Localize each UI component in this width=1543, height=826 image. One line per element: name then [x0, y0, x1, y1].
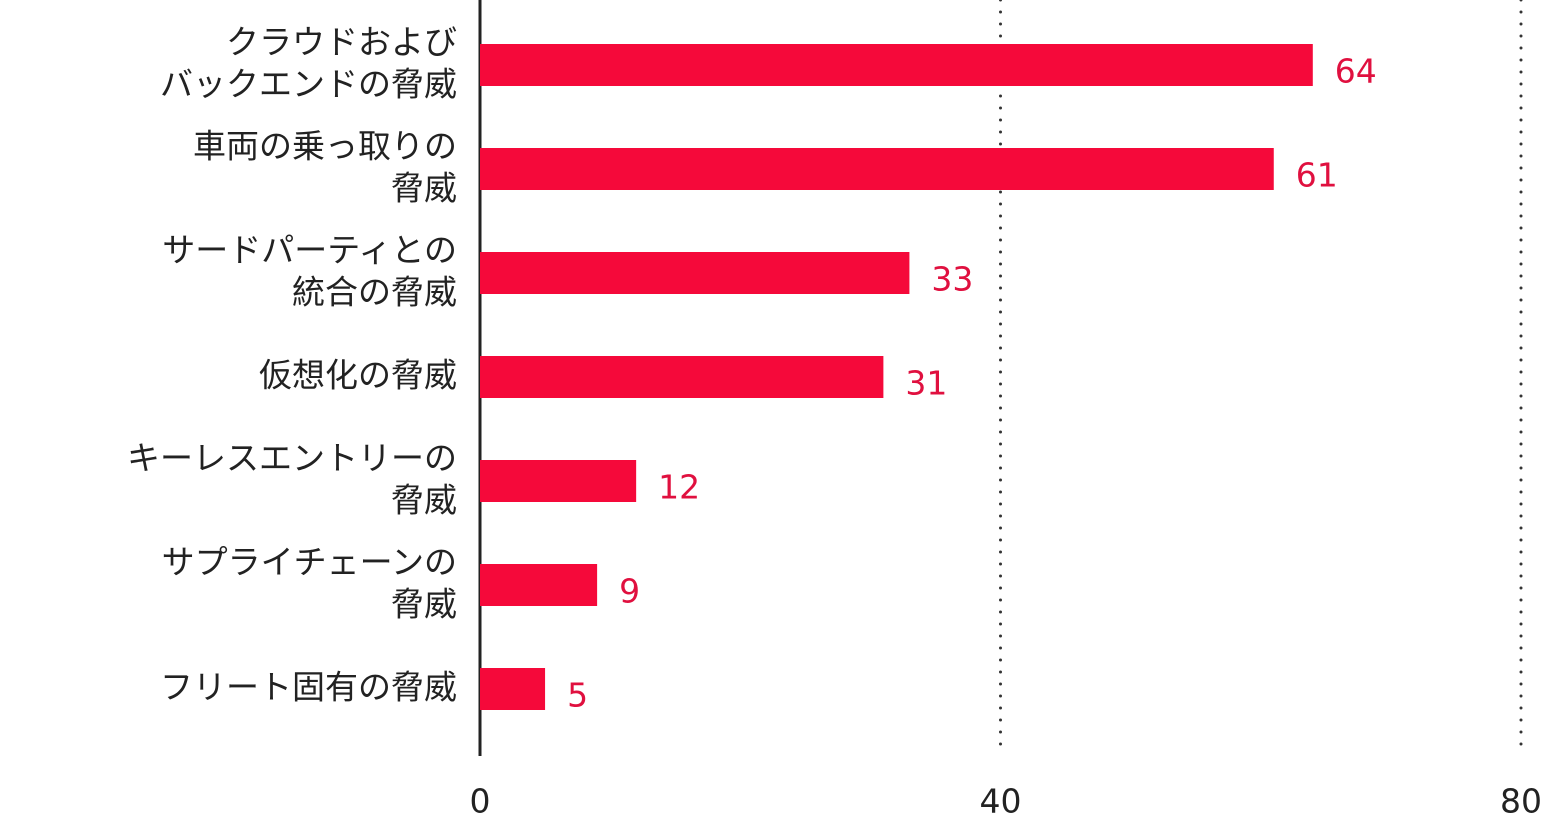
- value-label: 64: [1335, 52, 1377, 91]
- x-tick-label: 0: [470, 782, 491, 821]
- bar: [480, 252, 910, 294]
- y-tick-label: キーレスエントリーの: [127, 439, 457, 478]
- y-tick-label: サードパーティとの: [162, 231, 457, 270]
- bar: [480, 668, 546, 710]
- x-tick-label: 40: [980, 782, 1022, 821]
- y-tick-label: クラウドおよび: [226, 23, 457, 62]
- y-tick-label: 仮想化の脅威: [259, 356, 457, 395]
- bar: [480, 564, 598, 606]
- y-tick-label: 統合の脅威: [292, 273, 457, 312]
- bar: [480, 356, 884, 398]
- bar: [480, 44, 1313, 86]
- value-label: 5: [567, 676, 588, 715]
- y-tick-label: フリート固有の脅威: [160, 668, 457, 707]
- value-label: 9: [619, 572, 640, 611]
- y-tick-label: 脅威: [391, 585, 457, 624]
- y-tick-label: 脅威: [391, 169, 457, 208]
- y-tick-label: サプライチェーンの: [162, 543, 457, 582]
- y-tick-label: 脅威: [391, 481, 457, 520]
- y-tick-label: バックエンドの脅威: [160, 65, 457, 104]
- value-label: 12: [658, 468, 700, 507]
- bar: [480, 148, 1274, 190]
- x-tick-label: 80: [1500, 782, 1542, 821]
- value-label: 31: [905, 364, 947, 403]
- value-label: 33: [931, 260, 973, 299]
- bar: [480, 460, 637, 502]
- y-tick-label: 車両の乗っ取りの: [193, 127, 457, 166]
- value-label: 61: [1296, 156, 1338, 195]
